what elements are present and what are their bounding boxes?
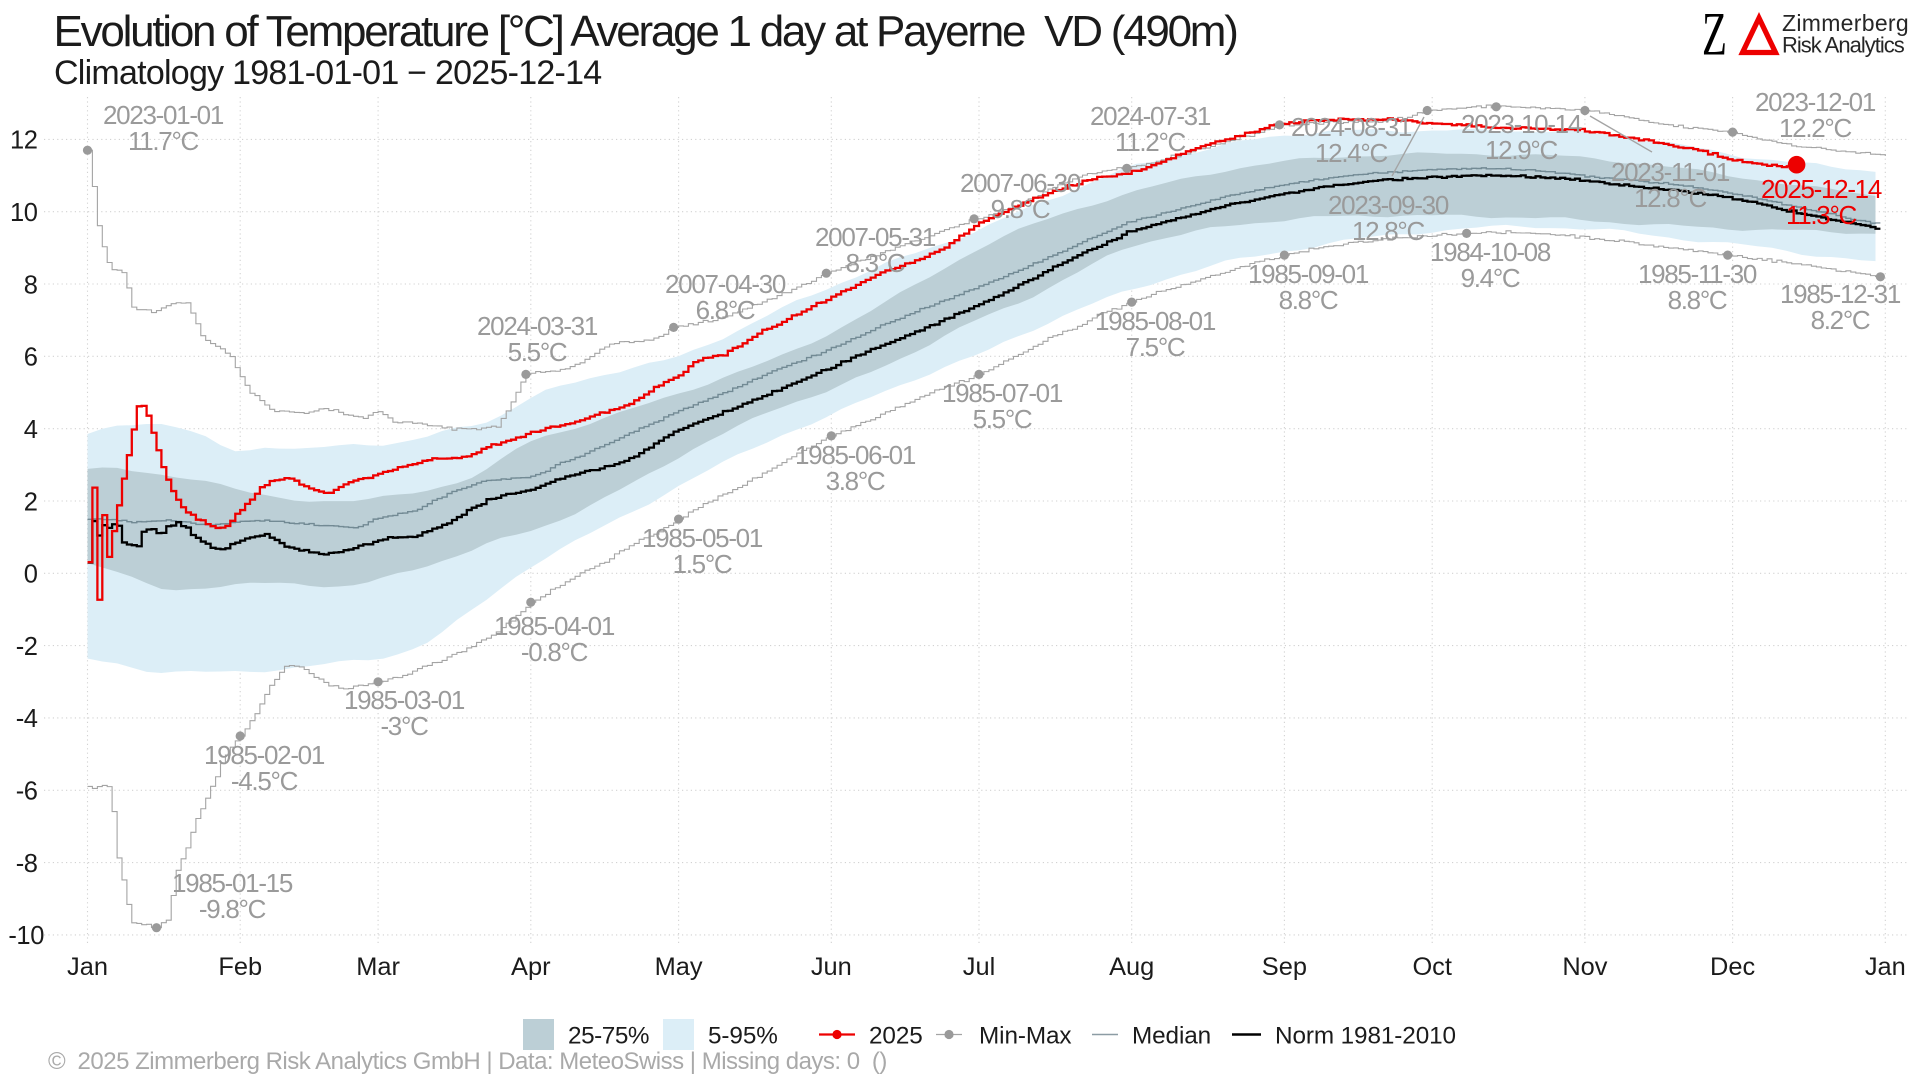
svg-text:Zimmerberg: Zimmerberg: [1782, 10, 1909, 36]
svg-text:10: 10: [10, 199, 38, 227]
svg-text:8: 8: [24, 271, 38, 299]
svg-text:0: 0: [24, 561, 38, 589]
svg-text:2: 2: [24, 488, 38, 516]
svg-text:© 2025 Zimmerberg Risk Analyt: © 2025 Zimmerberg Risk Analytics GmbH | …: [48, 1048, 887, 1075]
svg-text:Min-Max: Min-Max: [979, 1022, 1071, 1049]
svg-text:-4: -4: [16, 705, 38, 733]
svg-text:Nov: Nov: [1562, 953, 1607, 981]
svg-text:Climatology 1981-01-01 − 2025-: Climatology 1981-01-01 − 2025-12-14: [54, 54, 601, 92]
svg-text:6: 6: [24, 344, 38, 372]
svg-text:2025: 2025: [869, 1022, 923, 1049]
svg-text:-8: -8: [16, 850, 38, 878]
svg-text:12: 12: [10, 127, 38, 155]
svg-text:Norm 1981-2010: Norm 1981-2010: [1275, 1022, 1456, 1049]
svg-text:Median: Median: [1132, 1022, 1211, 1049]
svg-text:Jun: Jun: [811, 953, 852, 981]
svg-text:25-75%: 25-75%: [568, 1022, 649, 1049]
svg-text:Apr: Apr: [511, 953, 551, 981]
svg-text:5-95%: 5-95%: [708, 1022, 778, 1049]
svg-text:Aug: Aug: [1109, 953, 1154, 981]
svg-text:Evolution of Temperature [°C]: Evolution of Temperature [°C] Average 1 …: [54, 7, 1237, 56]
svg-text:Dec: Dec: [1710, 953, 1755, 981]
svg-text:-10: -10: [8, 922, 44, 950]
svg-text:4: 4: [24, 416, 38, 444]
svg-text:Jan: Jan: [67, 953, 108, 981]
svg-text:Feb: Feb: [218, 953, 262, 981]
svg-text:-6: -6: [16, 778, 38, 806]
svg-text:Jan: Jan: [1865, 953, 1906, 981]
svg-text:Sep: Sep: [1262, 953, 1307, 981]
svg-text:May: May: [655, 953, 703, 981]
svg-text:Z: Z: [1702, 2, 1727, 69]
svg-text:Mar: Mar: [356, 953, 400, 981]
svg-text:Risk Analytics: Risk Analytics: [1782, 33, 1905, 58]
svg-text:Jul: Jul: [963, 953, 995, 981]
svg-text:-2: -2: [16, 633, 38, 661]
svg-text:Oct: Oct: [1412, 953, 1452, 981]
